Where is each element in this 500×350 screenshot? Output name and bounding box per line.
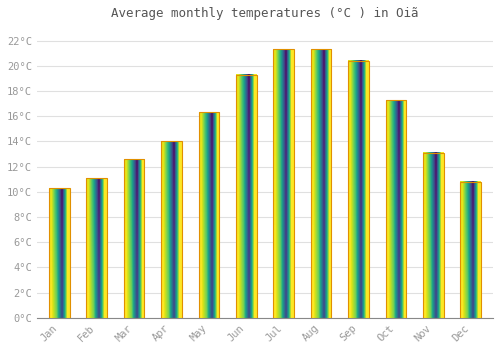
Bar: [49, 188, 70, 318]
Title: Average monthly temperatures (°C ) in Oiã: Average monthly temperatures (°C ) in Oi…: [111, 7, 418, 20]
Bar: [460, 182, 481, 318]
Bar: [198, 112, 219, 318]
Bar: [423, 153, 444, 318]
Bar: [274, 49, 294, 318]
Bar: [236, 75, 256, 318]
Bar: [386, 100, 406, 318]
Bar: [124, 159, 144, 318]
Bar: [161, 141, 182, 318]
Bar: [348, 61, 368, 318]
Bar: [86, 178, 107, 318]
Bar: [310, 49, 332, 318]
